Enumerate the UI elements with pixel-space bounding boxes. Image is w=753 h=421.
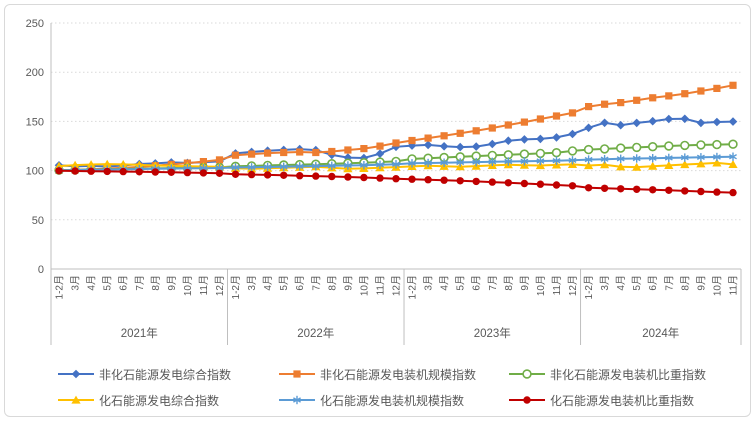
legend-item: 化石能源发电装机比重指数 — [508, 392, 694, 408]
month-tick-label: 11月 — [551, 275, 563, 295]
legend-item: 化石能源发电装机规模指数 — [278, 392, 464, 408]
month-tick-label: 6月 — [647, 275, 659, 291]
month-tick-label: 3月 — [423, 275, 435, 291]
legend-row: 化石能源发电综合指数 化石能源发电装机规模指数 化石能源发电装机比重指数 — [5, 392, 750, 408]
month-tick-label: 8月 — [150, 275, 162, 291]
month-tick-label: 7月 — [134, 275, 146, 291]
legend-item: 化石能源发电综合指数 — [57, 392, 219, 408]
month-tick-label: 1-2月 — [583, 275, 595, 299]
y-axis-tick-label: 50 — [32, 215, 44, 227]
square-legend-marker-icon — [279, 370, 315, 378]
month-tick-label: 10月 — [182, 275, 194, 296]
legend-label: 非化石能源发电装机比重指数 — [550, 367, 707, 382]
legend-item: 非化石能源发电装机规模指数 — [278, 366, 476, 382]
month-tick-label: 1-2月 — [54, 275, 66, 299]
diamond-legend-marker-icon — [58, 369, 94, 379]
month-tick-label: 5月 — [102, 275, 114, 291]
asterisk-legend-marker-icon — [279, 395, 315, 405]
y-axis-tick-label: 250 — [26, 18, 44, 30]
month-tick-label: 6月 — [294, 275, 306, 291]
month-tick-label: 3月 — [70, 275, 82, 291]
year-label: 2024年 — [642, 326, 679, 340]
month-tick-label: 9月 — [166, 275, 178, 291]
month-tick-label: 7月 — [487, 275, 499, 291]
year-label: 2021年 — [121, 326, 158, 340]
month-tick-label: 4月 — [439, 275, 451, 291]
y-axis-tick-label: 100 — [26, 166, 44, 178]
y-axis-tick-label: 200 — [26, 67, 44, 79]
month-tick-label: 11月 — [727, 275, 739, 295]
month-tick-label: 1-2月 — [407, 275, 419, 299]
legend-item: 非化石能源发电综合指数 — [57, 366, 231, 382]
month-tick-label: 6月 — [118, 275, 130, 291]
month-tick-label: 7月 — [663, 275, 675, 291]
month-tick-label: 5月 — [278, 275, 290, 291]
month-tick-label: 5月 — [631, 275, 643, 291]
month-tick-label: 5月 — [455, 275, 467, 291]
month-tick-label: 3月 — [599, 275, 611, 291]
month-tick-label: 10月 — [535, 275, 547, 296]
month-tick-label: 4月 — [262, 275, 274, 291]
series-5 — [55, 167, 737, 197]
month-tick-label: 7月 — [310, 275, 322, 291]
year-label: 2022年 — [297, 326, 334, 340]
circle-legend-marker-icon — [509, 396, 545, 404]
month-tick-label: 12月 — [214, 275, 226, 296]
month-tick-label: 8月 — [326, 275, 338, 291]
legend-label: 非化石能源发电综合指数 — [99, 367, 232, 382]
month-tick-label: 6月 — [471, 275, 483, 291]
month-tick-label: 12月 — [391, 275, 403, 296]
month-tick-label: 11月 — [198, 275, 210, 295]
year-label: 2023年 — [474, 326, 511, 340]
triangle-legend-marker-icon — [58, 395, 94, 404]
month-tick-label: 3月 — [246, 275, 258, 291]
month-tick-label: 8月 — [503, 275, 515, 291]
month-tick-label: 9月 — [342, 275, 354, 291]
legend-label: 化石能源发电装机比重指数 — [550, 393, 695, 408]
legend-label: 化石能源发电装机规模指数 — [320, 393, 465, 408]
month-tick-label: 9月 — [695, 275, 707, 291]
month-tick-label: 10月 — [358, 275, 370, 296]
month-tick-label: 8月 — [679, 275, 691, 291]
circle-open-legend-marker-icon — [509, 369, 545, 379]
legend-label: 非化石能源发电装机规模指数 — [320, 367, 477, 382]
month-tick-label: 12月 — [567, 275, 579, 296]
month-tick-label: 4月 — [86, 275, 98, 291]
legend-item: 非化石能源发电装机比重指数 — [508, 366, 706, 382]
legend-row: 非化石能源发电综合指数 非化石能源发电装机规模指数 非化石能源发电装机比重指数 — [5, 366, 750, 382]
month-tick-label: 4月 — [615, 275, 627, 291]
y-axis-tick-label: 150 — [26, 116, 44, 128]
legend-label: 化石能源发电综合指数 — [99, 393, 220, 408]
month-tick-label: 9月 — [519, 275, 531, 291]
y-axis-tick-label: 0 — [38, 264, 44, 276]
month-tick-label: 11月 — [374, 275, 386, 295]
chart-container: 0 50 100 150 200 250 1-2月 3月 4月 5月 6月 7月 8月 9月 10月 11月 1… — [4, 4, 751, 417]
month-tick-label: 1-2月 — [230, 275, 242, 299]
month-tick-label: 10月 — [711, 275, 723, 296]
